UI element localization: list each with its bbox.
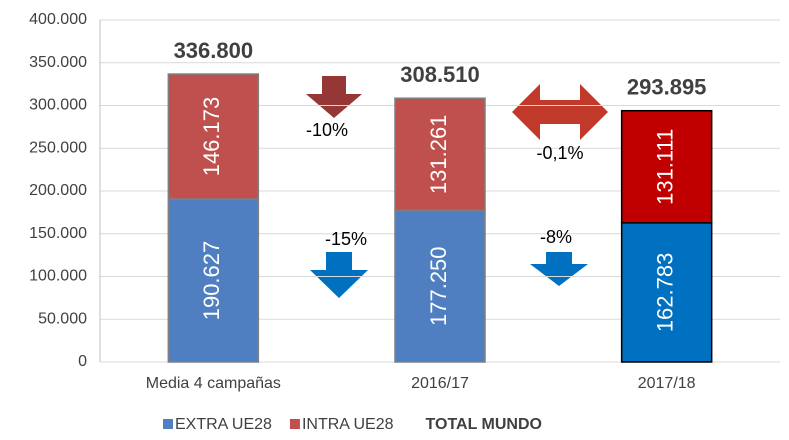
legend-label: TOTAL MUNDO [426,416,542,433]
total-label: 336.800 [174,38,254,63]
x-tick-label: 2017/18 [638,375,696,392]
arrow-down [530,252,588,286]
legend-label: EXTRA UE28 [175,416,272,433]
total-label: 293.895 [627,75,707,100]
legend-swatch [289,419,300,429]
arrow-down [306,76,362,118]
annotation: -15% [325,229,367,249]
bar-segment [620,222,713,363]
y-tick-label: 100.000 [29,268,87,285]
value-label: 131.261 [426,115,451,195]
arrow-both [512,84,608,140]
y-tick-label: 250.000 [29,139,87,156]
y-tick-label: 150.000 [29,225,87,242]
legend-swatch [163,419,173,429]
legend-label: INTRA UE28 [302,416,394,433]
bar-segment [394,97,486,212]
bar-segment [167,73,260,200]
value-label: 131.111 [652,129,677,205]
annotation: -8% [540,227,572,247]
value-label: 177.250 [426,246,451,326]
value-label: 146.173 [199,97,224,177]
y-tick-label: 50.000 [38,310,87,327]
y-tick-label: 300.000 [29,97,87,114]
annotation: -10% [306,120,348,140]
bar-segment [620,109,713,224]
y-tick-label: 400.000 [29,11,87,28]
y-tick-label: 0 [78,353,87,370]
y-tick-label: 200.000 [29,182,87,199]
annotation: -0,1% [536,143,583,163]
x-tick-label: 2016/17 [411,375,469,392]
y-tick-label: 350.000 [29,54,87,71]
value-label: 190.627 [199,241,224,321]
x-tick-label: Media 4 campañas [146,375,281,392]
value-label: 162.783 [652,253,677,333]
total-label: 308.510 [400,62,480,87]
arrow-down [310,252,368,298]
bar-segment [394,209,486,363]
